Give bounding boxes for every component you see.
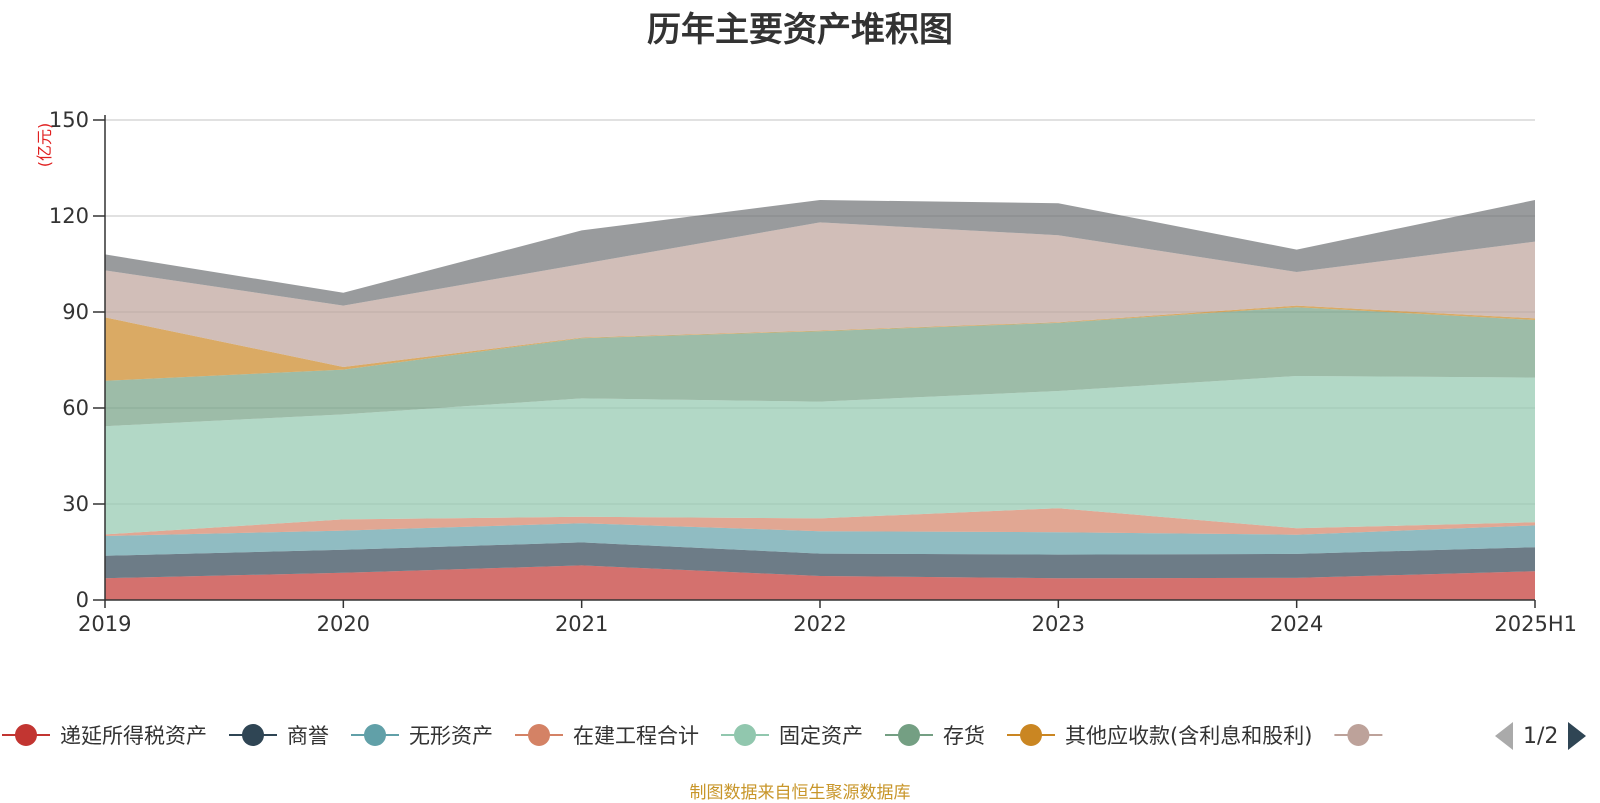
x-tick-label: 2019 — [78, 612, 131, 636]
y-tick-label: 60 — [62, 396, 89, 420]
legend-marker-icon — [242, 724, 264, 746]
legend-label: 在建工程合计 — [573, 724, 699, 748]
legend-label: 无形资产 — [409, 724, 493, 748]
area-series-0 — [105, 565, 1535, 600]
area-series-4 — [105, 376, 1535, 535]
x-tick-label: 2025H1 — [1494, 612, 1577, 636]
x-tick-label: 2024 — [1270, 612, 1323, 636]
legend[interactable]: 递延所得税资产 商誉 无形资产 在建工程合计 固定资产 存货 其他应收款(含利息和股利) — [2, 724, 1383, 748]
legend-item-6[interactable]: 其他应收款(含利息和股利) — [1007, 724, 1312, 748]
x-tick-label: 2023 — [1032, 612, 1085, 636]
legend-label: 其他应收款(含利息和股利) — [1065, 724, 1312, 748]
legend-prev-page-icon[interactable] — [1495, 722, 1513, 750]
unit-label: (亿元) — [35, 123, 54, 168]
y-tick-label: 120 — [49, 204, 89, 228]
source-note: 制图数据来自恒生聚源数据库 — [689, 783, 911, 803]
y-tick-label: 30 — [62, 492, 89, 516]
legend-marker-icon — [1347, 724, 1370, 746]
legend-marker-icon — [1020, 724, 1042, 746]
legend-marker-icon — [15, 724, 37, 746]
area-series-1 — [105, 542, 1535, 579]
x-tick-label: 2022 — [793, 612, 846, 636]
legend-item-3[interactable]: 在建工程合计 — [515, 724, 699, 748]
legend-item-1[interactable]: 商誉 — [229, 724, 329, 748]
legend-label: 商誉 — [287, 724, 329, 748]
area-series-5 — [105, 307, 1535, 427]
area-series-8 — [105, 200, 1535, 306]
legend-item-7[interactable] — [1334, 724, 1383, 746]
legend-item-0[interactable]: 递延所得税资产 — [2, 724, 207, 748]
x-tick-label: 2021 — [555, 612, 608, 636]
legend-marker-icon — [734, 724, 756, 746]
area-series-6 — [105, 305, 1535, 381]
legend-label: 固定资产 — [779, 724, 863, 748]
y-tick-label: 0 — [76, 588, 89, 612]
area-series-2 — [105, 523, 1535, 556]
legend-marker-icon — [528, 724, 550, 746]
legend-pager[interactable]: 1/2 — [1495, 720, 1587, 752]
legend-marker-icon — [898, 724, 920, 746]
legend-page-indicator: 1/2 — [1523, 723, 1559, 749]
axis-layer: 0 30 60 90 120 150 2019 2020 2021 2022 2023 2024 202… — [35, 108, 1577, 636]
y-tick-label: 90 — [62, 300, 89, 324]
x-tick-label: 2020 — [317, 612, 370, 636]
y-tick-label: 150 — [49, 108, 89, 132]
legend-item-2[interactable]: 无形资产 — [351, 724, 493, 748]
area-layer — [105, 200, 1535, 600]
chart-title: 历年主要资产堆积图 — [647, 10, 953, 50]
legend-label: 递延所得税资产 — [60, 724, 207, 748]
area-series-7 — [105, 222, 1535, 367]
legend-item-5[interactable]: 存货 — [885, 724, 985, 748]
legend-item-4[interactable]: 固定资产 — [721, 724, 863, 748]
legend-label: 存货 — [943, 724, 985, 748]
legend-marker-icon — [364, 724, 386, 746]
legend-next-page-icon[interactable] — [1568, 722, 1587, 750]
area-series-3 — [105, 508, 1535, 536]
